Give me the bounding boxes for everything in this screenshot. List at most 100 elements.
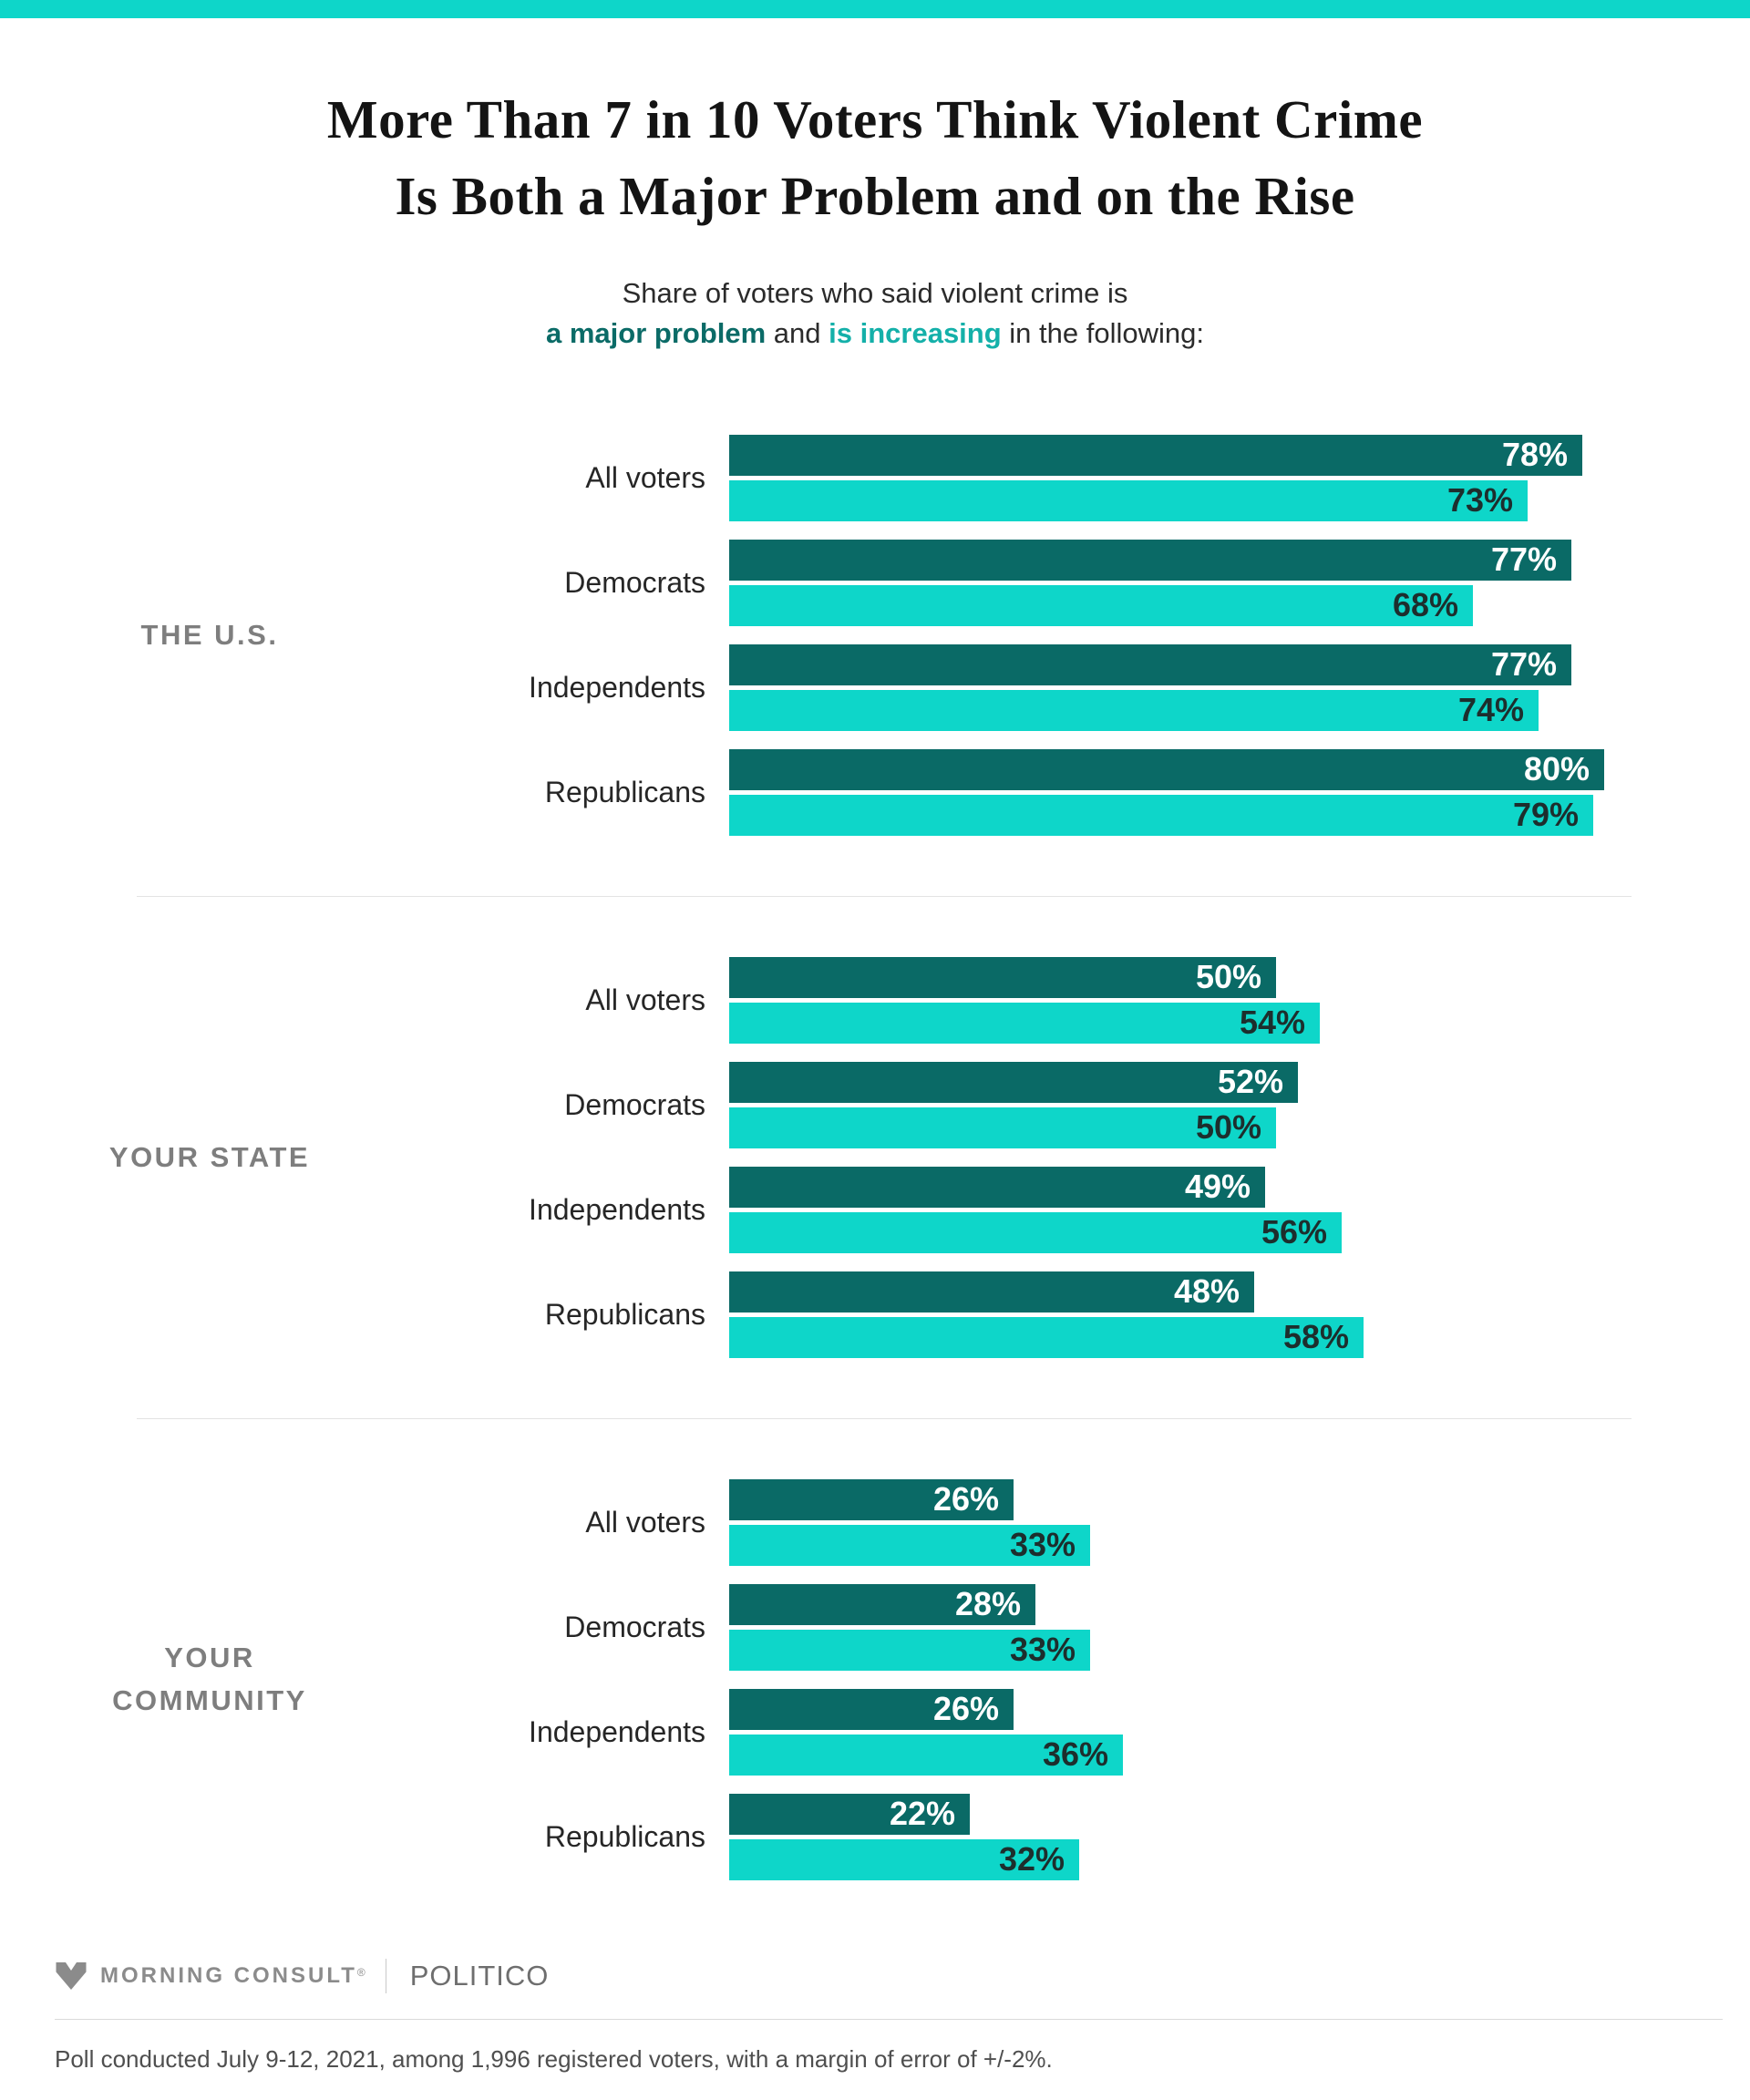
bar-value-label: 28% — [954, 1585, 1021, 1623]
group-label: THE U.S. — [140, 618, 279, 651]
bar-value-label: 77% — [1490, 540, 1557, 579]
bar-value-label: 33% — [1009, 1631, 1076, 1669]
bar-is-increasing: 74% — [729, 689, 1539, 731]
chart-row: Democrats 77% 68% — [419, 539, 1750, 626]
row-label: All voters — [585, 1505, 705, 1539]
bar-major-problem: 80% — [729, 748, 1604, 790]
row-label: Democrats — [564, 1610, 705, 1643]
bar-value-label: 52% — [1217, 1063, 1283, 1101]
bar-major-problem: 78% — [729, 434, 1582, 476]
bar-value-label: 32% — [998, 1840, 1065, 1879]
bar-pair: 50% 54% — [729, 956, 1750, 1044]
bar-value-label: 50% — [1195, 958, 1261, 996]
chart-title: More Than 7 in 10 Voters Think Violent C… — [0, 82, 1750, 235]
row-label: Republicans — [544, 1819, 705, 1853]
section-divider — [137, 1417, 1632, 1419]
bar-major-problem: 77% — [729, 643, 1571, 685]
bar-value-label: 26% — [932, 1480, 999, 1518]
group-label: YOUR COMMUNITY — [112, 1642, 307, 1716]
row-label: Independents — [529, 1714, 705, 1748]
bar-pair: 80% 79% — [729, 748, 1750, 836]
group-label-cell: YOUR COMMUNITY — [0, 1637, 419, 1722]
bar-is-increasing: 36% — [729, 1734, 1123, 1776]
chart-row: Independents 77% 74% — [419, 643, 1750, 731]
bar-major-problem: 22% — [729, 1793, 970, 1835]
bar-is-increasing: 58% — [729, 1316, 1364, 1358]
bar-is-increasing: 54% — [729, 1002, 1320, 1044]
chart: THE U.S. All voters 78% 73% Democrats 77% 68% I… — [0, 434, 1750, 1880]
subtitle-mid-text: and — [766, 317, 829, 350]
bar-value-label: 73% — [1446, 481, 1513, 520]
bar-value-label: 68% — [1392, 586, 1458, 624]
chart-row: All voters 50% 54% — [419, 956, 1750, 1044]
group-label-cell: YOUR STATE — [0, 1137, 419, 1179]
bar-value-label: 54% — [1239, 1004, 1305, 1042]
footer-logos: MORNING CONSULT ® POLITICO — [55, 1957, 1750, 1995]
chart-row: Independents 49% 56% — [419, 1166, 1750, 1253]
bar-major-problem: 77% — [729, 539, 1571, 581]
chart-row: Republicans 22% 32% — [419, 1793, 1750, 1880]
politico-wordmark: POLITICO — [409, 1959, 550, 1992]
chart-section: YOUR STATE All voters 50% 54% Democrats 52% 50… — [0, 956, 1750, 1358]
section-rows: All voters 78% 73% Democrats 77% 68% Independe… — [419, 434, 1750, 836]
bar-value-label: 49% — [1184, 1168, 1251, 1206]
subtitle-end-text: in the following: — [1001, 317, 1204, 350]
legend-is-increasing: is increasing — [829, 317, 1002, 350]
chart-section: YOUR COMMUNITY All voters 26% 33% Democrats 2… — [0, 1478, 1750, 1880]
section-divider — [137, 895, 1632, 897]
bar-pair: 77% 68% — [729, 539, 1750, 626]
bar-pair: 22% 32% — [729, 1793, 1750, 1880]
chart-row: Republicans 48% 58% — [419, 1271, 1750, 1358]
row-label: All voters — [585, 983, 705, 1016]
bar-pair: 78% 73% — [729, 434, 1750, 521]
chart-title-line1: More Than 7 in 10 Voters Think Violent C… — [326, 89, 1424, 149]
bar-pair: 49% 56% — [729, 1166, 1750, 1253]
chart-subtitle-line2: a major problem and is increasing in the… — [0, 314, 1750, 355]
bar-is-increasing: 32% — [729, 1838, 1079, 1880]
legend-major-problem: a major problem — [546, 317, 767, 350]
bar-is-increasing: 56% — [729, 1211, 1342, 1253]
bar-major-problem: 28% — [729, 1583, 1035, 1625]
bar-value-label: 80% — [1523, 750, 1590, 788]
bar-is-increasing: 33% — [729, 1524, 1090, 1566]
bar-pair: 52% 50% — [729, 1061, 1750, 1148]
bar-is-increasing: 50% — [729, 1107, 1276, 1148]
bar-value-label: 48% — [1173, 1272, 1240, 1311]
chart-row: All voters 78% 73% — [419, 434, 1750, 521]
chart-row: All voters 26% 33% — [419, 1478, 1750, 1566]
row-label: Republicans — [544, 775, 705, 808]
row-label: Democrats — [564, 1087, 705, 1121]
chart-section: THE U.S. All voters 78% 73% Democrats 77% 68% I… — [0, 434, 1750, 836]
row-label: Independents — [529, 1192, 705, 1226]
bar-value-label: 77% — [1490, 645, 1557, 684]
registered-trademark-symbol: ® — [356, 1965, 365, 1979]
chart-row: Democrats 28% 33% — [419, 1583, 1750, 1671]
bar-major-problem: 26% — [729, 1688, 1014, 1730]
bar-value-label: 36% — [1042, 1735, 1108, 1774]
row-label: Independents — [529, 670, 705, 704]
bar-value-label: 56% — [1261, 1213, 1327, 1251]
bar-pair: 77% 74% — [729, 643, 1750, 731]
row-label: All voters — [585, 460, 705, 494]
chart-title-line2: Is Both a Major Problem and on the Rise — [395, 165, 1355, 226]
group-label: YOUR STATE — [108, 1140, 311, 1173]
bar-pair: 48% 58% — [729, 1271, 1750, 1358]
morning-consult-logo-icon — [56, 1961, 87, 1990]
row-label: Republicans — [544, 1297, 705, 1331]
bar-pair: 26% 33% — [729, 1478, 1750, 1566]
bar-is-increasing: 33% — [729, 1629, 1090, 1671]
bar-is-increasing: 68% — [729, 584, 1473, 626]
chart-row: Democrats 52% 50% — [419, 1061, 1750, 1148]
methodology-footnote: Poll conducted July 9-12, 2021, among 1,… — [55, 2044, 1053, 2073]
morning-consult-wordmark: MORNING CONSULT — [100, 1962, 357, 1988]
bar-major-problem: 50% — [729, 956, 1276, 998]
section-rows: All voters 26% 33% Democrats 28% 33% Independe… — [419, 1478, 1750, 1880]
bar-value-label: 26% — [932, 1690, 999, 1728]
bar-major-problem: 49% — [729, 1166, 1265, 1208]
bar-is-increasing: 73% — [729, 479, 1528, 521]
bar-major-problem: 48% — [729, 1271, 1254, 1312]
bar-value-label: 50% — [1195, 1108, 1261, 1147]
bar-value-label: 79% — [1512, 796, 1579, 834]
section-rows: All voters 50% 54% Democrats 52% 50% Independe… — [419, 956, 1750, 1358]
bar-major-problem: 52% — [729, 1061, 1298, 1103]
